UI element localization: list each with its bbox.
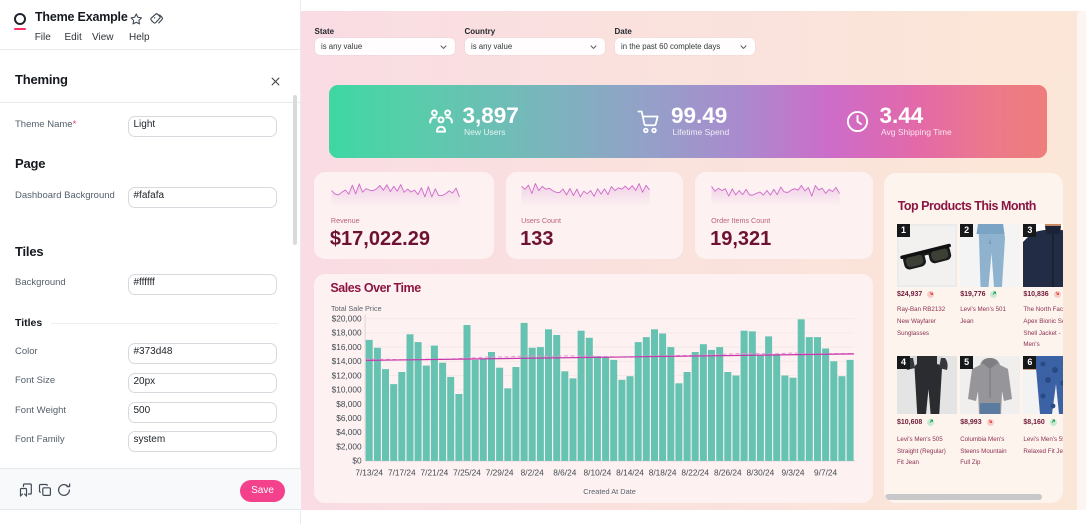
svg-text:8/26/24: 8/26/24 — [714, 468, 742, 478]
svg-text:8/18/24: 8/18/24 — [649, 468, 677, 478]
svg-text:7/21/24: 7/21/24 — [421, 468, 449, 478]
svg-text:$18,000: $18,000 — [332, 328, 362, 338]
svg-text:8/22/24: 8/22/24 — [682, 468, 710, 478]
svg-text:$12,000: $12,000 — [332, 371, 362, 381]
svg-text:$20,000: $20,000 — [332, 314, 362, 324]
svg-text:8/10/24: 8/10/24 — [584, 468, 612, 478]
svg-text:$6,000: $6,000 — [337, 413, 363, 423]
svg-text:8/2/24: 8/2/24 — [521, 468, 544, 478]
svg-text:8/6/24: 8/6/24 — [554, 468, 577, 478]
svg-text:$2,000: $2,000 — [337, 442, 363, 452]
svg-text:9/3/24: 9/3/24 — [782, 468, 805, 478]
svg-text:7/13/24: 7/13/24 — [356, 468, 384, 478]
svg-text:8/30/24: 8/30/24 — [747, 468, 775, 478]
svg-text:$8,000: $8,000 — [337, 399, 363, 409]
svg-text:7/25/24: 7/25/24 — [454, 468, 482, 478]
svg-text:7/17/24: 7/17/24 — [388, 468, 416, 478]
svg-text:$16,000: $16,000 — [332, 342, 362, 352]
svg-text:$0: $0 — [353, 456, 363, 466]
svg-text:Created At Date: Created At Date — [584, 487, 637, 496]
svg-text:$10,000: $10,000 — [332, 385, 362, 395]
svg-text:$14,000: $14,000 — [332, 356, 362, 366]
svg-text:8/14/24: 8/14/24 — [617, 468, 645, 478]
svg-text:7/29/24: 7/29/24 — [486, 468, 514, 478]
svg-text:9/7/24: 9/7/24 — [814, 468, 837, 478]
svg-text:$4,000: $4,000 — [337, 427, 363, 437]
